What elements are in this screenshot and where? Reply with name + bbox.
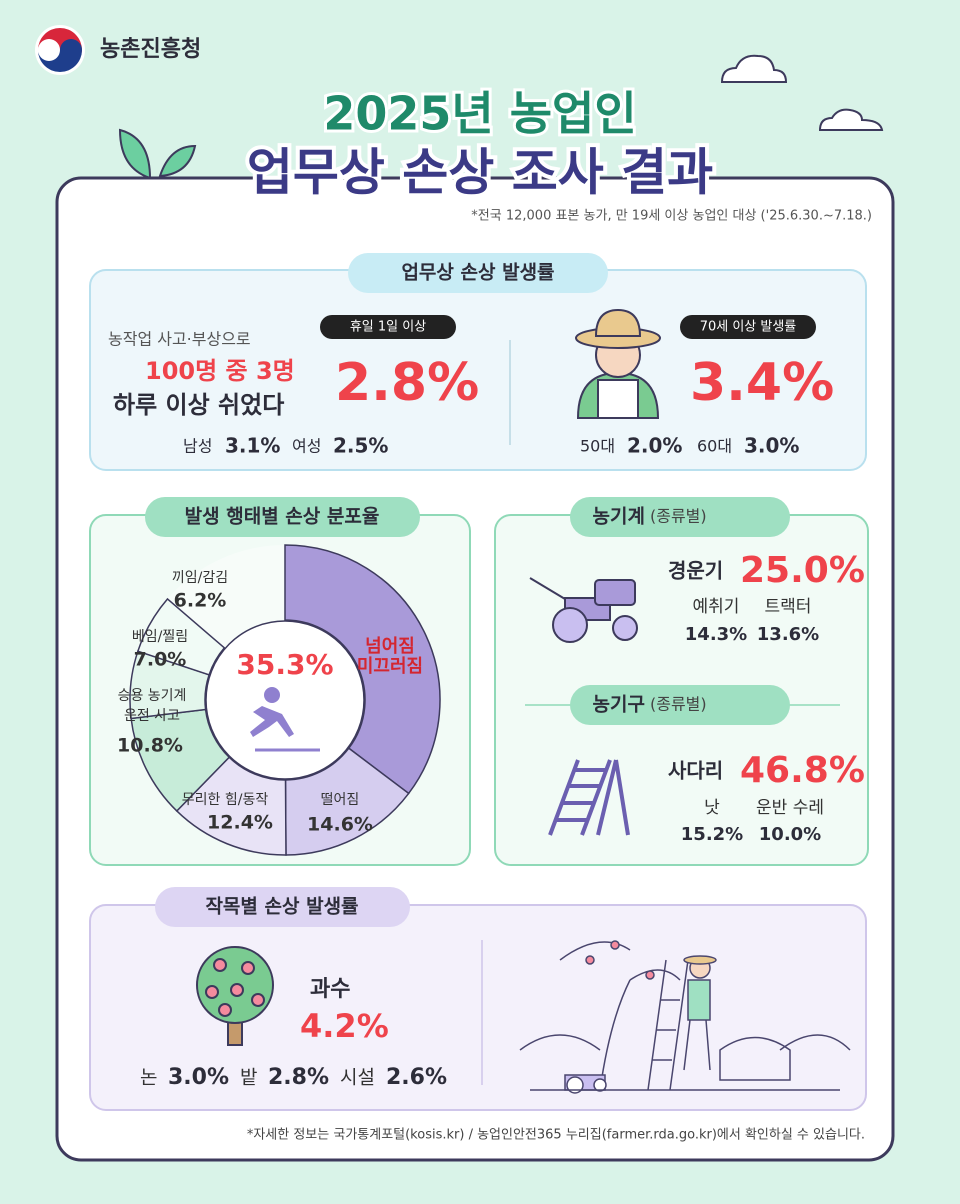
item-label: 운반 수레: [756, 798, 824, 818]
section-note: (종류별): [650, 695, 707, 714]
section-title: 농기계: [593, 506, 645, 528]
title-line2: 업무상 손상 조사 결과: [247, 144, 713, 202]
segment-label: 미끄러짐: [357, 656, 423, 677]
age60-label: 60대: [697, 437, 732, 456]
tractor-icon: [529, 577, 638, 643]
segment-value: 10.8%: [117, 735, 183, 757]
item-label: 낫: [704, 798, 720, 818]
segment-label: 베임/찔림: [132, 629, 188, 645]
farmer-icon: [575, 308, 661, 419]
item-label: 밭: [240, 1067, 257, 1089]
lead-text: 농작업 사고·부상으로: [108, 330, 251, 349]
badge-text: 휴일 1일 이상: [350, 320, 426, 335]
item-list: 예취기 14.3% 트랙터 13.6%: [685, 597, 819, 645]
title-line1: 2025년 농업인: [323, 87, 636, 141]
section-pill: [570, 497, 790, 537]
logo: [35, 25, 85, 75]
segment-label: 넘어짐: [365, 636, 415, 657]
female-label: 여성: [292, 437, 321, 456]
segment-value: 7.0%: [134, 649, 187, 671]
item-rate: 10.0%: [759, 824, 821, 845]
section-title: 작목별 손상 발생률: [205, 896, 358, 918]
section-title: 업무상 손상 발생률: [401, 262, 554, 284]
tree-icon: [196, 946, 274, 1046]
top-label: 경운기: [668, 559, 723, 583]
crops-panel: [89, 904, 867, 1111]
section-pill: [155, 887, 410, 927]
male-label: 남성: [183, 437, 212, 456]
segment-label: 승용 농기계: [118, 688, 187, 704]
top-rate: 25.0%: [740, 550, 865, 591]
item-label: 시설: [340, 1067, 375, 1089]
item-list: 논 3.0% 밭 2.8% 시설 2.6%: [140, 1065, 447, 1090]
conclusion-text: 하루 이상 쉬었다: [113, 391, 284, 419]
survey-note: *전국 12,000 표본 농가, 만 19세 이상 농업인 대상 ('25.6…: [471, 209, 872, 224]
segment-label: 무리한 힘/동작: [182, 792, 269, 808]
section-title: 발생 행태별 손상 분포율: [185, 506, 380, 528]
highlight-text: 100명 중 3명: [145, 357, 295, 385]
top-rate: 46.8%: [740, 750, 865, 791]
donut-hole: [205, 620, 365, 780]
footer-note: *자세한 정보는 국가통계포털(kosis.kr) / 농업인안전365 누리집…: [247, 1128, 865, 1143]
badge: [680, 315, 816, 339]
org-name: 농촌진흥청: [100, 37, 201, 62]
age50-rate: 2.0%: [627, 434, 682, 458]
item-label: 예취기: [693, 597, 740, 617]
section-pill: [570, 685, 790, 725]
item-rate: 14.3%: [685, 624, 747, 645]
item-rate: 2.6%: [386, 1065, 447, 1090]
donut-segment: [284, 544, 441, 795]
orchard-illustration: [519, 940, 851, 1094]
segment-label: 떨어짐: [321, 792, 360, 808]
section-note: (종류별): [650, 507, 707, 526]
item-rate: 13.6%: [757, 624, 819, 645]
item-list: 낫 15.2% 운반 수레 10.0%: [681, 798, 824, 845]
rate-value: 2.8%: [335, 353, 479, 413]
top-label: 사다리: [668, 759, 723, 783]
section-title: 농기구: [593, 694, 645, 716]
item-label: 트랙터: [765, 597, 812, 617]
age50-label: 50대: [580, 437, 615, 456]
female-rate: 2.5%: [333, 434, 388, 458]
donut-segment: [136, 597, 226, 676]
item-label: 논: [140, 1067, 157, 1089]
top-rate: 4.2%: [300, 1007, 389, 1045]
item-rate: 3.0%: [168, 1065, 229, 1090]
slip-icon: [250, 687, 320, 752]
badge: [320, 315, 456, 339]
male-rate: 3.1%: [225, 434, 280, 458]
ladder-icon: [548, 759, 630, 836]
segment-value: 35.3%: [236, 648, 333, 681]
segment-value: 6.2%: [174, 590, 227, 612]
segment-value: 14.6%: [307, 814, 373, 836]
item-rate: 15.2%: [681, 824, 743, 845]
senior-rate: 3.4%: [690, 353, 834, 413]
decoration: [118, 54, 884, 180]
top-label: 과수: [310, 977, 350, 1002]
segment-value: 12.4%: [207, 812, 273, 834]
segment-label: 운전 사고: [124, 708, 180, 724]
section-pill: [348, 253, 608, 293]
badge-text: 70세 이상 발생률: [700, 320, 797, 335]
segment-label: 끼임/감김: [172, 570, 228, 586]
item-rate: 2.8%: [268, 1065, 329, 1090]
section-pill: [145, 497, 420, 537]
age60-rate: 3.0%: [744, 434, 799, 458]
